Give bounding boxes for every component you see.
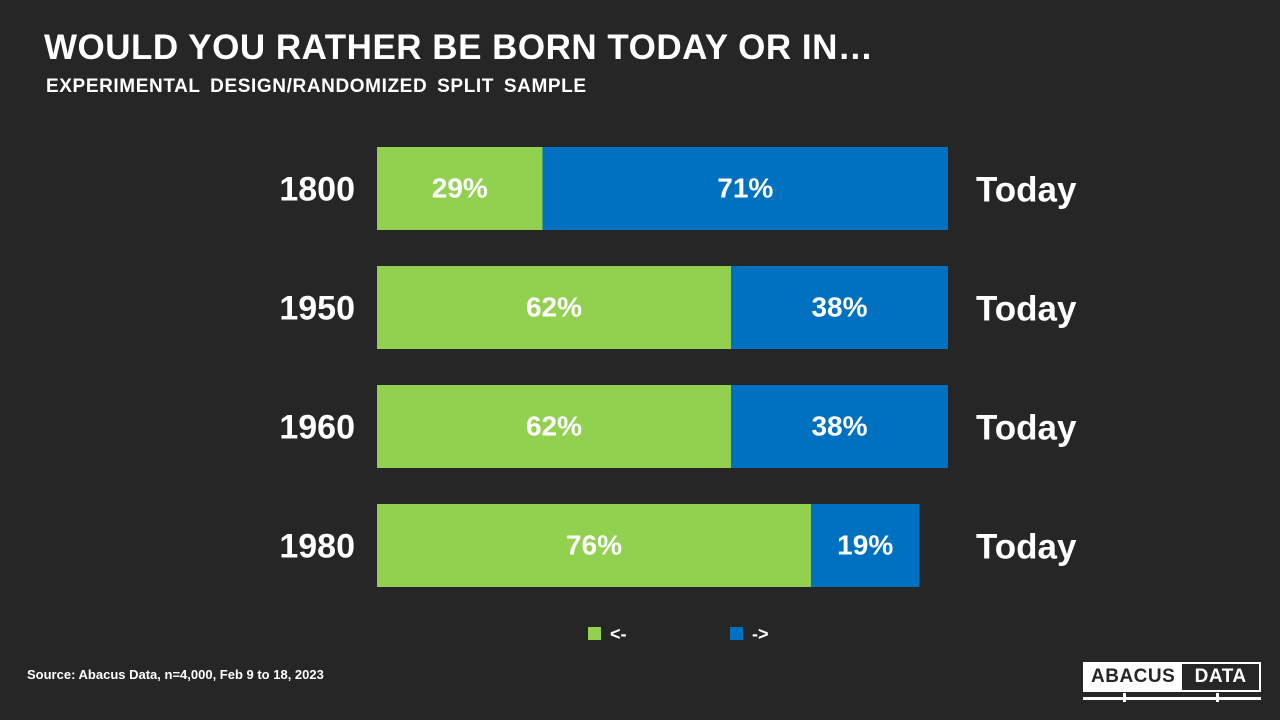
abacus-data-logo: ABACUS DATA — [1083, 662, 1261, 702]
bar-segment — [377, 266, 732, 349]
bar-segment — [377, 147, 543, 230]
data-label: 29% — [432, 173, 488, 204]
legend-swatch — [588, 627, 601, 640]
right-label: Today — [976, 528, 1077, 567]
data-label: 62% — [526, 292, 582, 323]
source-note: Source: Abacus Data, n=4,000, Feb 9 to 1… — [27, 667, 324, 682]
bar-segment — [810, 504, 920, 587]
logo-word-abacus: ABACUS — [1083, 662, 1183, 692]
data-label: 38% — [811, 411, 867, 442]
right-label: Today — [976, 171, 1077, 210]
bar-segment — [731, 385, 948, 468]
logo-underline — [1083, 697, 1261, 700]
bar-segment — [542, 147, 948, 230]
category-label: 1800 — [279, 171, 355, 209]
data-label: 62% — [526, 411, 582, 442]
data-label: 38% — [811, 292, 867, 323]
legend-label: <- — [610, 624, 627, 644]
category-label: 1980 — [279, 528, 355, 566]
chart-title: WOULD YOU RATHER BE BORN TODAY OR IN… — [44, 28, 874, 67]
legend-label: -> — [752, 624, 769, 644]
chart-subtitle: EXPERIMENTAL DESIGN/RANDOMIZED SPLIT SAM… — [46, 76, 587, 97]
data-label: 71% — [717, 173, 773, 204]
bar-segment — [377, 385, 732, 468]
bar-segment — [377, 504, 811, 587]
logo-word-data: DATA — [1182, 662, 1261, 692]
logo-tick — [1123, 693, 1126, 702]
category-label: 1950 — [279, 290, 355, 328]
data-label: 76% — [566, 530, 622, 561]
right-label: Today — [976, 409, 1077, 448]
legend-swatch — [730, 627, 743, 640]
data-label: 19% — [837, 530, 893, 561]
category-label: 1960 — [279, 409, 355, 447]
right-label: Today — [976, 290, 1077, 329]
logo-tick — [1216, 693, 1219, 702]
bar-segment — [731, 266, 948, 349]
